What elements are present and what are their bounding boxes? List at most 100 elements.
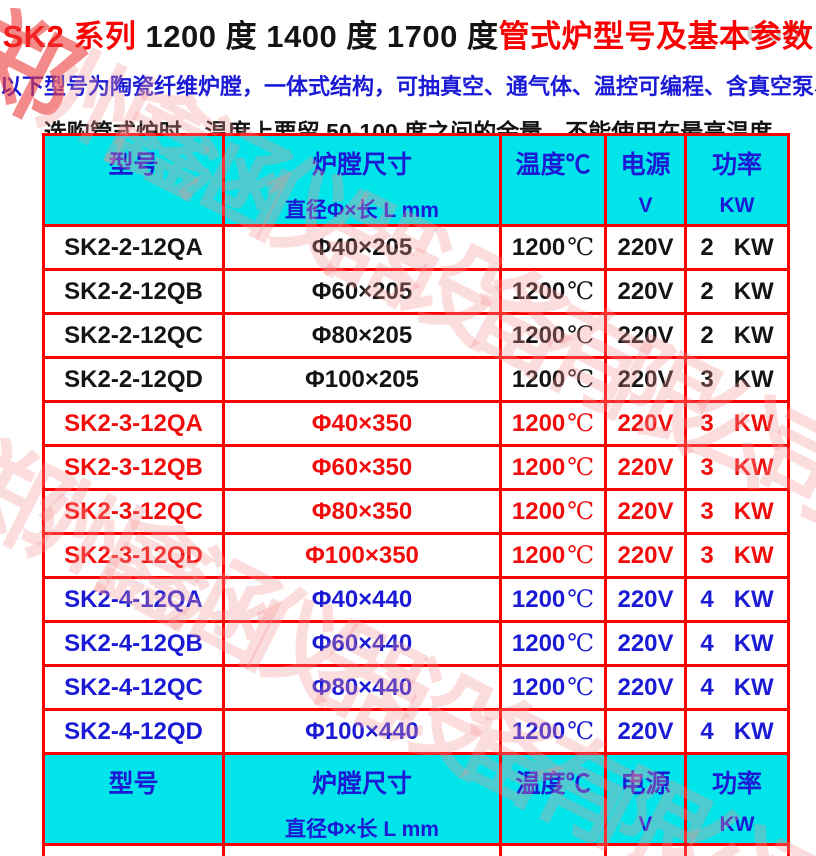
cell-temp: 1200℃ bbox=[499, 268, 607, 315]
table-row: SK2-4-12QA Φ40×440 1200℃ 220V 4 KW bbox=[42, 576, 790, 623]
power-unit: KW bbox=[733, 453, 774, 481]
table-row: SK2-2-12QB Φ60×205 1200℃ 220V 2 KW bbox=[42, 268, 790, 315]
table-row: SK2-3-12QD Φ100×350 1200℃ 220V 3 KW bbox=[42, 532, 790, 579]
power-value: 4 bbox=[700, 585, 714, 613]
power-value: 3 bbox=[700, 541, 714, 569]
temp-unit: ℃ bbox=[567, 409, 595, 437]
temp-unit: ℃ bbox=[567, 453, 595, 481]
cell-voltage: 220V bbox=[604, 843, 687, 856]
cell-temp: 1200℃ bbox=[499, 708, 607, 755]
temp-value: 1200 bbox=[511, 542, 566, 569]
cell-power: 4 KW bbox=[684, 620, 790, 667]
header-sub: KW bbox=[719, 813, 755, 836]
temp-value: 1200 bbox=[511, 410, 566, 437]
cell-temp: 1200℃ bbox=[499, 356, 607, 403]
temp-value: 1200 bbox=[511, 366, 566, 393]
temp-value: 1200 bbox=[511, 674, 566, 701]
cell-voltage: 220V bbox=[604, 576, 687, 623]
power-value: 3 bbox=[700, 497, 714, 525]
temp-value: 1200 bbox=[511, 498, 566, 525]
cell-model: SK2-4-12QC bbox=[42, 664, 225, 711]
temp-unit: ℃ bbox=[567, 585, 595, 613]
cell-temp: 1200℃ bbox=[499, 444, 607, 491]
table-row: SK2-3-12QC Φ80×350 1200℃ 220V 3 KW bbox=[42, 488, 790, 535]
header-cell-voltage: 电源 V bbox=[604, 133, 687, 227]
title-series-red: SK2 系列 bbox=[2, 19, 137, 54]
power-value: 2 bbox=[700, 277, 714, 305]
power-unit: KW bbox=[733, 409, 774, 437]
table-row: SK2-4-12QC Φ80×440 1200℃ 220V 4 KW bbox=[42, 664, 790, 711]
cell-model: SK2-2-12QB bbox=[42, 268, 225, 315]
table-row: SK2-4-12QD Φ100×440 1200℃ 220V 4 KW bbox=[42, 708, 790, 755]
cell-model: SK2-2-12QD bbox=[42, 356, 225, 403]
cell-model: SK2-2-12QC bbox=[42, 312, 225, 359]
cell-model: SK2-3-12QB bbox=[42, 444, 225, 491]
header-sub bbox=[504, 181, 603, 221]
header-label: 炉膛尺寸 bbox=[311, 770, 412, 798]
temp-unit: ℃ bbox=[567, 277, 595, 305]
table-header-row: 型号 炉膛尺寸 直径Φ×长 L mm 温度℃ 电源 V 功率 KW bbox=[42, 752, 790, 846]
table-row: SK2-4-12QB Φ60×440 1200℃ 220V 4 KW bbox=[42, 620, 790, 667]
cell-voltage: 220V bbox=[604, 620, 687, 667]
header-sub bbox=[504, 800, 603, 840]
header-cell-size: 炉膛尺寸 直径Φ×长 L mm bbox=[222, 133, 502, 227]
cell-power: 4 KW bbox=[684, 576, 790, 623]
header-sub: 直径Φ×长 L mm bbox=[285, 818, 439, 841]
temp-value: 1200 bbox=[511, 234, 566, 261]
cell-temp: 1400℃ bbox=[499, 843, 607, 856]
cell-size: Φ40×205 bbox=[222, 843, 502, 856]
cell-size: Φ100×440 bbox=[222, 708, 502, 755]
cell-voltage: 220V bbox=[604, 312, 687, 359]
temp-value: 1200 bbox=[511, 278, 566, 305]
temp-value: 1200 bbox=[511, 454, 566, 481]
cell-model: SK2-4-12QA bbox=[42, 576, 225, 623]
power-value: 3 bbox=[700, 365, 714, 393]
cell-voltage: 220V bbox=[604, 356, 687, 403]
cell-power: 4 KW bbox=[684, 664, 790, 711]
cell-model: SK2-4-12QD bbox=[42, 708, 225, 755]
power-unit: KW bbox=[733, 541, 774, 569]
header-cell-power: 功率 KW bbox=[684, 133, 790, 227]
power-value: 4 bbox=[700, 673, 714, 701]
power-value: 2 bbox=[700, 233, 714, 261]
table-row: SK2-2-14QA Φ40×205 1400℃ 220V 2 KW bbox=[42, 843, 790, 856]
cell-voltage: 220V bbox=[604, 268, 687, 315]
header-sub: V bbox=[638, 813, 653, 836]
temp-value: 1200 bbox=[511, 630, 566, 657]
cell-voltage: 220V bbox=[604, 400, 687, 447]
header-label: 电源 bbox=[620, 770, 671, 798]
header-sub bbox=[47, 800, 221, 840]
header-sub: V bbox=[638, 194, 653, 217]
cell-size: Φ40×350 bbox=[222, 400, 502, 447]
cell-power: 2 KW bbox=[684, 312, 790, 359]
header-sub: KW bbox=[719, 194, 755, 217]
header-cell-temp: 温度℃ bbox=[499, 133, 607, 227]
cell-temp: 1200℃ bbox=[499, 532, 607, 579]
page-title: SK2 系列 1200 度 1400 度 1700 度管式炉型号及基本参数 bbox=[0, 0, 816, 56]
cell-size: Φ40×440 bbox=[222, 576, 502, 623]
cell-model: SK2-3-12QD bbox=[42, 532, 225, 579]
cell-temp: 1200℃ bbox=[499, 488, 607, 535]
header-cell-voltage: 电源 V bbox=[604, 752, 687, 846]
table-row: SK2-2-12QD Φ100×205 1200℃ 220V 3 KW bbox=[42, 356, 790, 403]
cell-power: 3 KW bbox=[684, 444, 790, 491]
cell-power: 2 KW bbox=[684, 268, 790, 315]
header-label: 功率 bbox=[711, 770, 762, 798]
power-unit: KW bbox=[733, 365, 774, 393]
power-value: 4 bbox=[700, 717, 714, 745]
header-label: 功率 bbox=[711, 151, 762, 179]
temp-unit: ℃ bbox=[567, 673, 595, 701]
table-row: SK2-3-12QA Φ40×350 1200℃ 220V 3 KW bbox=[42, 400, 790, 447]
cell-power: 2 KW bbox=[684, 843, 790, 856]
cell-size: Φ100×205 bbox=[222, 356, 502, 403]
power-value: 4 bbox=[700, 629, 714, 657]
power-unit: KW bbox=[733, 321, 774, 349]
cell-temp: 1200℃ bbox=[499, 620, 607, 667]
temp-unit: ℃ bbox=[567, 321, 595, 349]
cell-temp: 1200℃ bbox=[499, 312, 607, 359]
cell-power: 3 KW bbox=[684, 356, 790, 403]
temp-unit: ℃ bbox=[567, 852, 594, 856]
cell-size: Φ80×440 bbox=[222, 664, 502, 711]
title-params-red: 管式炉型号及基本参数 bbox=[498, 19, 814, 54]
